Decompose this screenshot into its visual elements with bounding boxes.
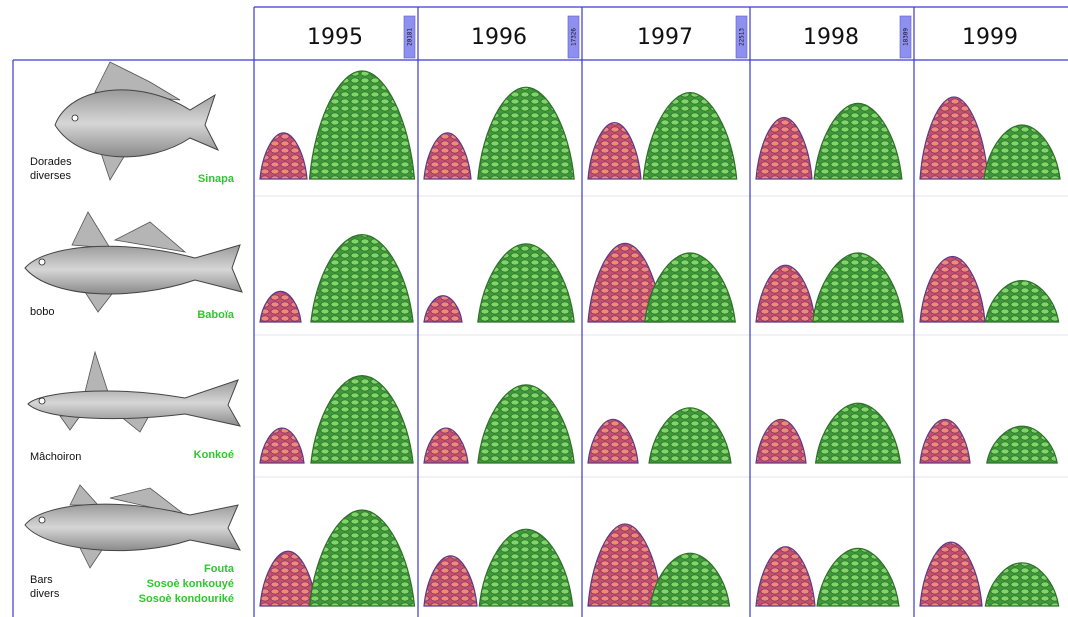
red-catch-mound (259, 290, 302, 323)
red-catch-mound (587, 121, 642, 180)
red-catch-mound (587, 523, 663, 607)
green-catch-mound (477, 243, 575, 323)
green-catch-mound (310, 374, 414, 464)
green-catch-mound (813, 102, 903, 180)
species-local-name: Fouta (204, 563, 235, 575)
species-french-name: bobo (30, 306, 54, 318)
red-catch-mound (423, 295, 463, 323)
bobo-fish-icon (24, 211, 243, 313)
green-catch-mound (308, 509, 416, 607)
species-french-name: diverses (30, 170, 71, 182)
red-catch-mound (259, 550, 317, 607)
year-label-1997: 1997 (637, 25, 693, 50)
green-catch-mound (984, 279, 1060, 323)
green-catch-mound (649, 552, 731, 607)
red-catch-mound (755, 418, 807, 464)
year-total-badge-label: 18309 (903, 28, 910, 46)
species-local-name: Sosoè konkouyé (147, 578, 234, 590)
green-catch-mound (642, 91, 738, 180)
red-catch-mound (919, 418, 971, 464)
green-catch-mound (477, 384, 575, 464)
bar-fish-icon (24, 484, 241, 569)
red-catch-mound (755, 546, 816, 607)
red-catch-mound (259, 427, 305, 464)
species-french-name: Mâchoiron (30, 451, 81, 463)
year-total-badge (403, 15, 416, 59)
machoiron-fish-icon (27, 350, 241, 433)
year-label-1999: 1999 (962, 25, 1018, 50)
red-catch-mound (919, 541, 983, 607)
dorade-fish-icon (54, 61, 220, 181)
year-total-badge-label: 22513 (739, 28, 746, 46)
green-catch-mound (308, 70, 416, 180)
red-catch-mound (423, 555, 478, 607)
green-catch-mound (644, 252, 736, 323)
species-french-name: divers (30, 588, 60, 600)
green-catch-mound (986, 425, 1058, 464)
year-label-1996: 1996 (471, 25, 527, 50)
species-local-name: Konkoé (194, 449, 234, 461)
species-local-name: Baboïa (197, 309, 235, 321)
year-total-badge (567, 15, 580, 59)
year-label-1995: 1995 (307, 25, 363, 50)
green-catch-mound (478, 528, 574, 607)
species-local-name: Sosoè kondouriké (139, 593, 234, 605)
species-local-name: Sinapa (198, 173, 235, 185)
green-catch-mound (984, 562, 1060, 607)
green-catch-mound (814, 402, 902, 464)
year-total-badge (899, 15, 912, 59)
green-catch-mound (648, 407, 732, 464)
green-catch-mound (812, 252, 904, 323)
year-total-badge (735, 15, 748, 59)
year-label-1998: 1998 (803, 25, 859, 50)
red-catch-mound (755, 116, 813, 180)
green-catch-mound (983, 124, 1061, 180)
red-catch-mound (919, 96, 989, 180)
year-total-badge-label: 17326 (571, 28, 578, 46)
species-french-name: Dorades (30, 156, 72, 168)
year-total-badge-label: 20181 (407, 28, 414, 46)
red-catch-mound (259, 132, 308, 180)
red-catch-mound (919, 255, 986, 323)
green-catch-mound (816, 547, 900, 607)
red-catch-mound (423, 132, 472, 180)
red-catch-mound (423, 427, 469, 464)
red-catch-mound (587, 418, 639, 464)
red-catch-mound (755, 264, 816, 323)
species-french-name: Bars (30, 574, 53, 586)
green-catch-mound (477, 86, 575, 180)
green-catch-mound (310, 233, 414, 323)
